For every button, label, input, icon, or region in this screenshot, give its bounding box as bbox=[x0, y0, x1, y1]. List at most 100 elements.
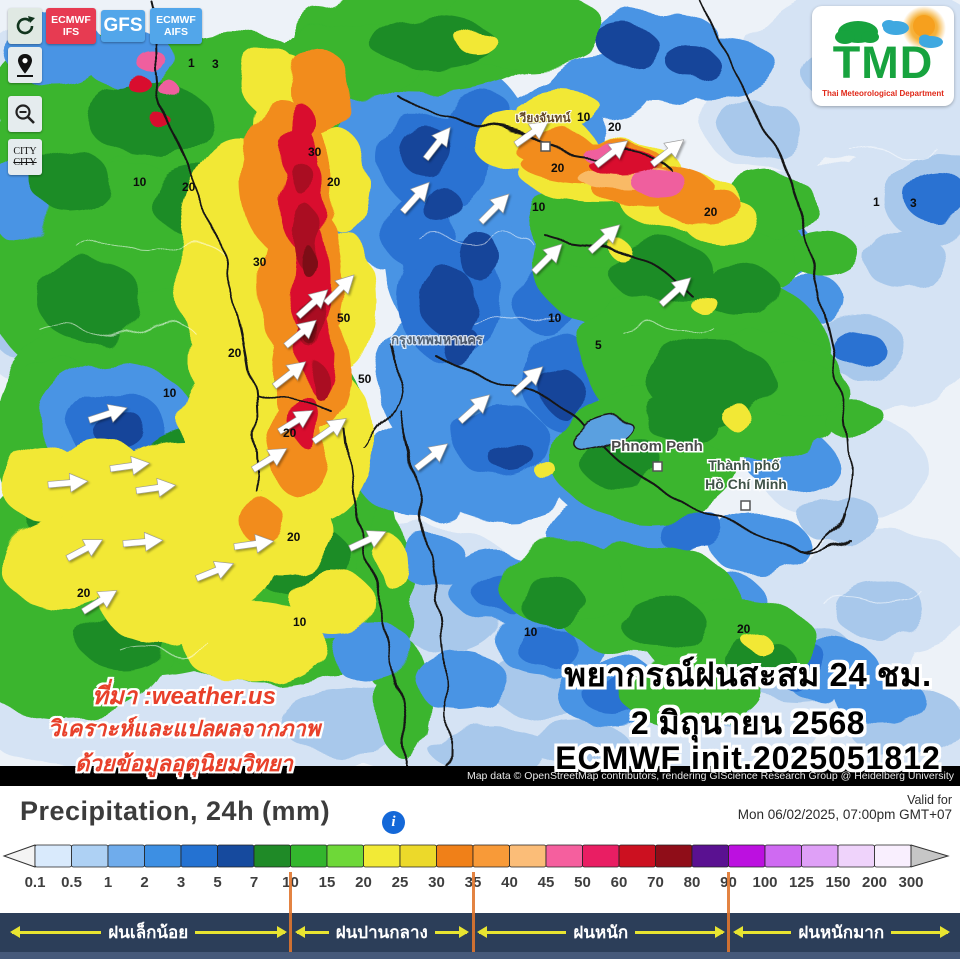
scale-segment bbox=[399, 844, 437, 868]
scale-segment bbox=[655, 844, 693, 868]
scale-segment bbox=[180, 844, 218, 868]
scale-value-label: 200 bbox=[861, 874, 888, 891]
scale-value-label: 45 bbox=[537, 874, 555, 891]
category-label: ฝนหนักมาก bbox=[798, 923, 885, 942]
refresh-button[interactable] bbox=[8, 8, 42, 44]
scale-segment bbox=[290, 844, 328, 868]
contour-label: 30 bbox=[308, 145, 322, 159]
scale-value-label: 125 bbox=[788, 874, 815, 891]
contour-label: 10 bbox=[163, 386, 177, 400]
model-button-label: ECMWF bbox=[51, 13, 91, 26]
scale-segment bbox=[691, 844, 729, 868]
scale-segment bbox=[34, 844, 72, 868]
zoom-out-icon bbox=[15, 104, 35, 124]
city-label: Hồ Chí Minh bbox=[705, 476, 787, 492]
map-annotations: 10 20 30 20 30 20 50 50 20 10 20 10 20 10 20 20 10 20 10 20… bbox=[77, 56, 917, 639]
scale-value-label: 5 bbox=[213, 874, 222, 891]
category-label: ฝนหนัก bbox=[573, 923, 629, 942]
scale-value-label: 70 bbox=[647, 874, 664, 891]
map-attribution-text: Map data © OpenStreetMap contributors, r… bbox=[466, 770, 954, 782]
scale-value-label: 20 bbox=[355, 874, 372, 891]
category-arrow-right-icon bbox=[434, 926, 470, 938]
scale-value-label: 7 bbox=[249, 874, 259, 891]
category-arrow-left-icon bbox=[294, 926, 329, 938]
scale-segment bbox=[582, 844, 620, 868]
cloud-icons bbox=[882, 20, 943, 48]
model-button-ecmwf-aifs[interactable]: ECMWF AIFS bbox=[150, 8, 202, 44]
scale-segment bbox=[801, 844, 839, 868]
category-arrow-left-icon bbox=[476, 926, 567, 938]
legend-panel: Precipitation, 24h (mm) i Valid for Mon … bbox=[0, 786, 960, 959]
contour-label: 10 bbox=[293, 615, 307, 629]
scale-value-label: 80 bbox=[683, 874, 701, 891]
contour-label: 10 bbox=[577, 110, 591, 124]
precipitation-map: 10 20 30 20 30 20 50 50 20 10 20 10 20 10 20 20 10 20 10 20… bbox=[0, 0, 960, 766]
contour-label: 20 bbox=[737, 622, 751, 636]
scale-segment bbox=[472, 844, 510, 868]
category-divider bbox=[289, 872, 292, 952]
source-credit-line3: ด้วยข้อมูลอุตุนิยมวิทยา bbox=[75, 751, 293, 776]
model-button-label: IFS bbox=[62, 26, 80, 38]
scale-segment bbox=[764, 844, 802, 868]
tmd-logo-graphic: TMD Thai Meteorological Department bbox=[822, 6, 946, 98]
category-arrow-right-icon bbox=[635, 926, 725, 938]
category-arrow-right-icon bbox=[891, 926, 950, 938]
scale-segment bbox=[728, 844, 766, 868]
model-button-ecmwf-ifs[interactable]: ECMWF IFS bbox=[46, 8, 96, 44]
scale-value-label: 0.5 bbox=[61, 874, 82, 891]
zoom-out-button[interactable] bbox=[8, 96, 42, 132]
locate-button[interactable] bbox=[8, 47, 42, 83]
scale-value-label: 25 bbox=[391, 874, 409, 891]
city-label: เวียงจันทน์ bbox=[515, 111, 571, 125]
scale-value-label: 50 bbox=[574, 874, 591, 891]
scale-value-label: 60 bbox=[610, 874, 628, 891]
color-scale-labels: 0.10.51235710152025303540455060708090100… bbox=[0, 874, 960, 894]
info-icon[interactable]: i bbox=[382, 811, 405, 834]
city-labels-toggle-button[interactable]: CITY CITY bbox=[8, 139, 42, 175]
model-button-label: GFS bbox=[103, 15, 143, 37]
contour-label: 20 bbox=[551, 161, 565, 175]
contour-label: 20 bbox=[327, 175, 341, 189]
scale-value-label: 100 bbox=[752, 874, 778, 891]
model-button-label: AIFS bbox=[164, 26, 188, 38]
scale-left-arrow bbox=[2, 844, 36, 868]
scale-segment bbox=[107, 844, 145, 868]
category-label: ฝนปานกลาง bbox=[335, 923, 428, 942]
logo-title-text: TMD bbox=[833, 37, 933, 88]
color-scale-bar bbox=[2, 844, 950, 868]
rain-category-bar: ฝนเล็กน้อย ฝนปานกลาง ฝนหนัก ฝนหนักมาก bbox=[0, 913, 960, 959]
city-label: Thành phố bbox=[708, 457, 780, 473]
contour-label: 20 bbox=[287, 530, 301, 544]
city-marker bbox=[740, 500, 751, 511]
source-credit-line1: ที่มา :weather.us bbox=[92, 683, 276, 710]
scale-segment bbox=[436, 844, 474, 868]
scale-segment bbox=[509, 844, 547, 868]
scale-value-label: 30 bbox=[428, 874, 445, 891]
category-divider bbox=[471, 872, 475, 952]
contour-label: 1 bbox=[873, 195, 880, 209]
scale-value-label: 1 bbox=[103, 874, 113, 891]
contour-label: 50 bbox=[337, 311, 351, 325]
contour-label: 10 bbox=[532, 200, 546, 214]
rain-category: ฝนเล็กน้อย bbox=[6, 913, 291, 952]
category-divider bbox=[727, 872, 730, 952]
city-marker bbox=[652, 461, 663, 472]
contour-label: 10 bbox=[524, 625, 538, 639]
contour-label: 1 bbox=[188, 56, 195, 70]
valid-time-value: Mon 06/02/2025, 07:00pm GMT+07 bbox=[737, 807, 952, 822]
model-button-gfs[interactable]: GFS bbox=[101, 10, 145, 42]
overlay-date: 2 มิถุนายน 2568 bbox=[630, 705, 866, 741]
scale-value-label: 15 bbox=[318, 874, 336, 891]
contour-label: 5 bbox=[595, 338, 602, 352]
scale-segment bbox=[837, 844, 875, 868]
tmd-logo: TMD Thai Meteorological Department bbox=[812, 6, 954, 106]
map-attribution-bar: Map data © OpenStreetMap contributors, r… bbox=[0, 766, 960, 786]
city-marker bbox=[540, 141, 551, 152]
map-canvas[interactable]: 10 20 30 20 30 20 50 50 20 10 20 10 20 10 20 20 10 20 10 20… bbox=[0, 0, 960, 786]
contour-label: 20 bbox=[283, 426, 297, 440]
green-cloud-shapes bbox=[835, 21, 879, 44]
scale-value-label: 0.1 bbox=[24, 874, 46, 891]
scale-segment bbox=[217, 844, 255, 868]
contour-label: 20 bbox=[77, 586, 91, 600]
